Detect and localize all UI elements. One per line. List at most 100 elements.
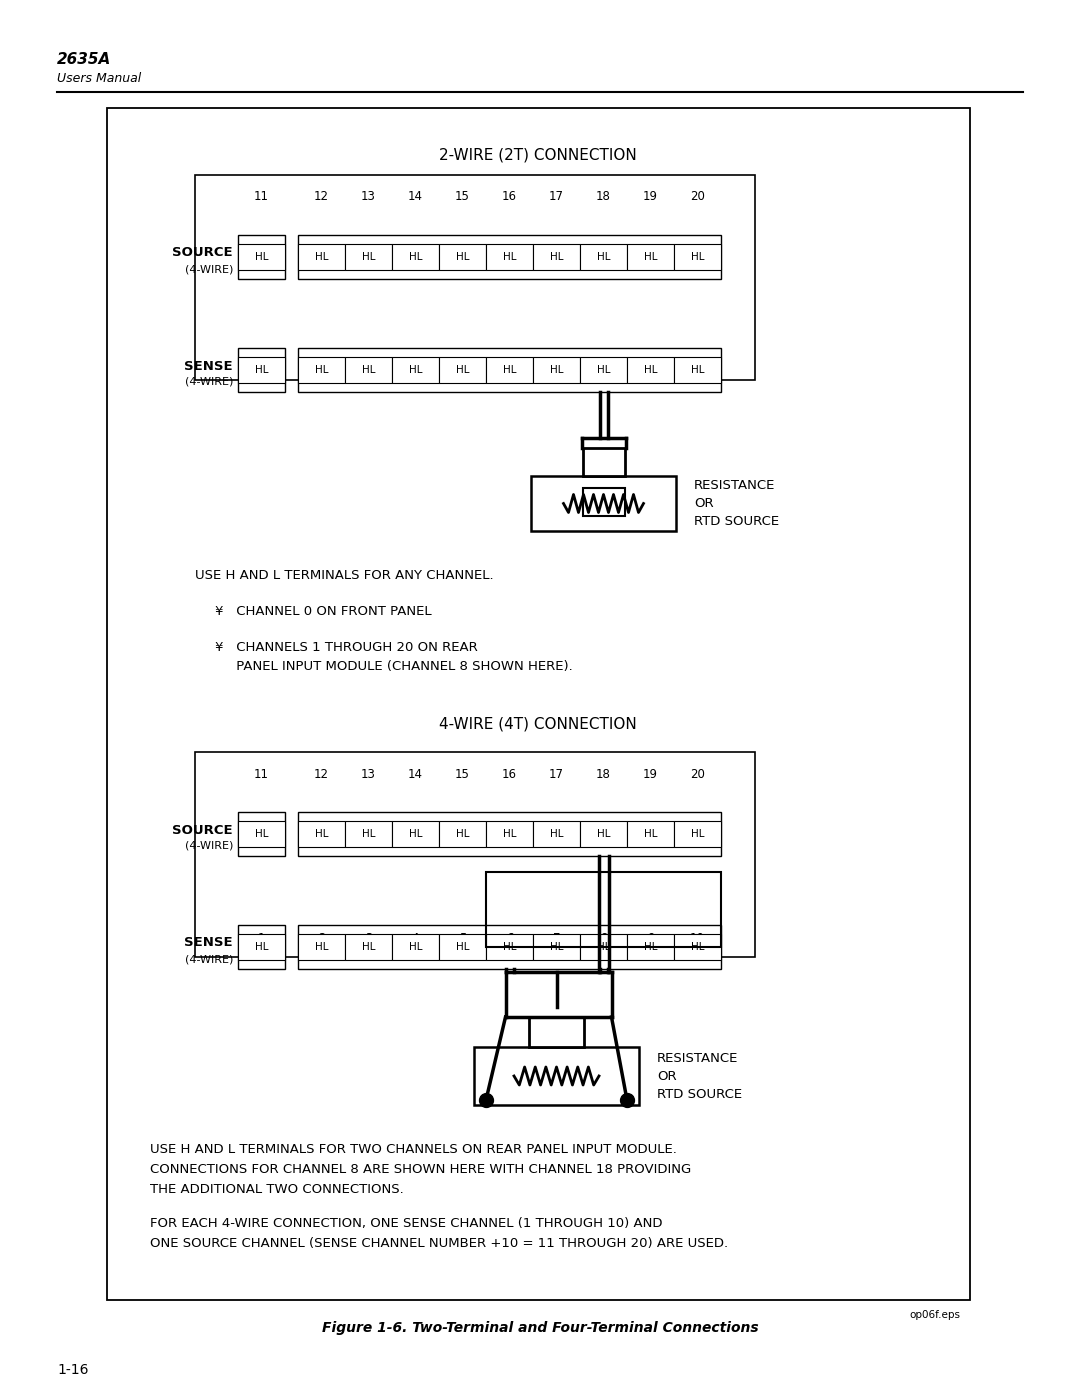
Text: USE H AND L TERMINALS FOR TWO CHANNELS ON REAR PANEL INPUT MODULE.: USE H AND L TERMINALS FOR TWO CHANNELS O…: [150, 1143, 677, 1155]
Text: 9: 9: [647, 933, 654, 946]
Bar: [238, 235, 285, 279]
Text: 7: 7: [553, 355, 561, 369]
Text: Figure 1-6. Two-Terminal and Four-Terminal Connections: Figure 1-6. Two-Terminal and Four-Termin…: [322, 1322, 758, 1336]
Text: 8: 8: [599, 355, 607, 369]
Bar: [674, 244, 721, 270]
Bar: [580, 935, 627, 960]
Bar: [392, 244, 438, 270]
Text: HL: HL: [255, 942, 268, 951]
Bar: [486, 872, 721, 947]
Text: HL: HL: [456, 942, 469, 951]
Text: 12: 12: [314, 767, 329, 781]
Text: HL: HL: [314, 942, 328, 951]
Text: (4-WIRE): (4-WIRE): [185, 264, 233, 274]
Text: 4: 4: [411, 933, 419, 946]
Text: HL: HL: [408, 828, 422, 840]
Text: HL: HL: [597, 365, 610, 374]
Text: 17: 17: [549, 190, 564, 204]
Bar: [580, 821, 627, 847]
Bar: [534, 358, 580, 383]
Bar: [474, 1046, 639, 1105]
Text: 1: 1: [258, 933, 266, 946]
Text: Users Manual: Users Manual: [57, 73, 141, 85]
Text: 4: 4: [411, 355, 419, 369]
Text: HL: HL: [255, 251, 268, 263]
Text: SOURCE: SOURCE: [173, 246, 233, 260]
Bar: [238, 244, 285, 270]
Text: HL: HL: [691, 365, 704, 374]
Text: 7: 7: [553, 933, 561, 946]
Text: HL: HL: [550, 828, 564, 840]
Text: HL: HL: [408, 365, 422, 374]
Bar: [534, 244, 580, 270]
Text: (4-WIRE): (4-WIRE): [185, 954, 233, 964]
Text: HL: HL: [362, 828, 375, 840]
Bar: [298, 821, 345, 847]
Bar: [238, 821, 285, 847]
Text: HL: HL: [503, 251, 516, 263]
Text: HL: HL: [408, 251, 422, 263]
Text: 14: 14: [408, 190, 423, 204]
Text: HL: HL: [456, 251, 469, 263]
Bar: [531, 476, 676, 531]
Text: 6: 6: [505, 355, 513, 369]
Text: HL: HL: [314, 365, 328, 374]
Text: HL: HL: [691, 828, 704, 840]
Bar: [529, 1017, 584, 1046]
Bar: [486, 935, 534, 960]
Text: 1-16: 1-16: [57, 1363, 89, 1377]
Text: 19: 19: [643, 767, 658, 781]
Bar: [534, 935, 580, 960]
Bar: [195, 175, 755, 380]
Bar: [238, 925, 285, 970]
Bar: [107, 108, 970, 1301]
Text: HL: HL: [550, 942, 564, 951]
Text: RESISTANCE
OR
RTD SOURCE: RESISTANCE OR RTD SOURCE: [694, 479, 779, 528]
Text: HL: HL: [597, 942, 610, 951]
Bar: [298, 244, 345, 270]
Bar: [298, 925, 721, 970]
Bar: [238, 358, 285, 383]
Text: 1: 1: [258, 355, 266, 369]
Text: HL: HL: [362, 251, 375, 263]
Text: HL: HL: [456, 365, 469, 374]
Text: HL: HL: [362, 365, 375, 374]
Text: HL: HL: [408, 942, 422, 951]
Text: HL: HL: [644, 365, 658, 374]
Text: HL: HL: [550, 251, 564, 263]
Text: 2635A: 2635A: [57, 52, 111, 67]
Text: HL: HL: [597, 251, 610, 263]
Bar: [674, 821, 721, 847]
Text: HL: HL: [691, 942, 704, 951]
Text: 15: 15: [455, 190, 470, 204]
Text: 20: 20: [690, 767, 705, 781]
Text: 16: 16: [502, 190, 517, 204]
Text: 18: 18: [596, 767, 611, 781]
Bar: [627, 358, 674, 383]
Text: 3: 3: [365, 933, 373, 946]
Bar: [298, 358, 345, 383]
Text: HL: HL: [644, 942, 658, 951]
Text: HL: HL: [644, 828, 658, 840]
Bar: [674, 935, 721, 960]
Text: ¥   CHANNEL 0 ON FRONT PANEL: ¥ CHANNEL 0 ON FRONT PANEL: [215, 605, 432, 617]
Bar: [345, 821, 392, 847]
Text: HL: HL: [691, 251, 704, 263]
Text: 11: 11: [254, 190, 269, 204]
Text: 10: 10: [690, 355, 705, 369]
Bar: [486, 244, 534, 270]
Bar: [345, 935, 392, 960]
Text: SOURCE: SOURCE: [173, 823, 233, 837]
Bar: [627, 821, 674, 847]
Bar: [298, 235, 721, 279]
Text: 3: 3: [365, 355, 373, 369]
Bar: [627, 935, 674, 960]
Text: 2: 2: [318, 933, 325, 946]
Text: 18: 18: [596, 190, 611, 204]
Bar: [345, 244, 392, 270]
Bar: [238, 348, 285, 393]
Text: HL: HL: [314, 828, 328, 840]
Bar: [392, 935, 438, 960]
Text: HL: HL: [550, 365, 564, 374]
Bar: [582, 488, 624, 515]
